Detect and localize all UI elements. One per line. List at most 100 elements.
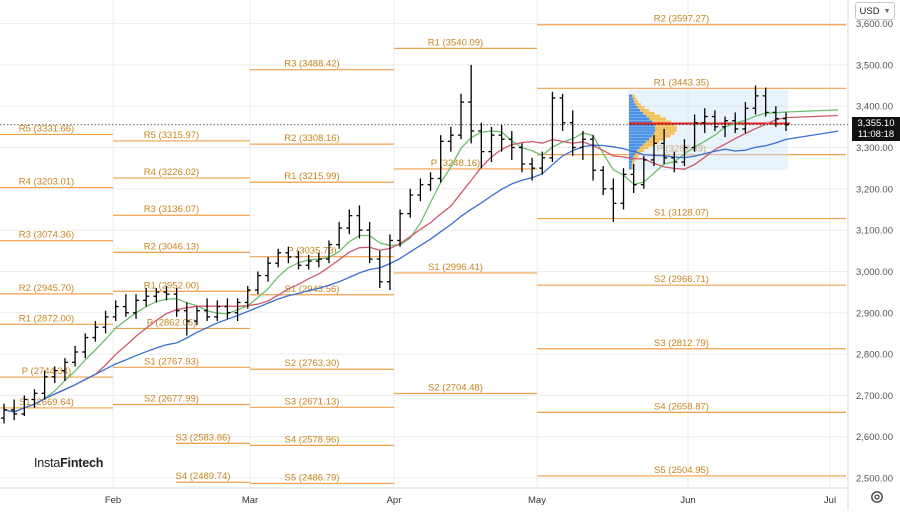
x-tick-label: Mar bbox=[242, 495, 258, 506]
volume-profile-bar bbox=[651, 134, 671, 138]
ohlc-bar bbox=[224, 298, 231, 319]
ohlc-bar bbox=[193, 306, 200, 326]
ohlc-bar bbox=[31, 389, 38, 408]
volume-profile-bar bbox=[629, 126, 656, 129]
ohlc-bar bbox=[356, 205, 363, 239]
y-tick-label: 2,800.00 bbox=[856, 350, 893, 361]
ohlc-bar bbox=[590, 135, 597, 181]
ohlc-bar bbox=[752, 85, 759, 115]
ohlc-bar bbox=[21, 395, 28, 417]
pivot-label-apr-p: P (3248.16) bbox=[431, 158, 480, 169]
ohlc-bar bbox=[600, 166, 607, 196]
pivot-label-mar-r1: R1 (3215.99) bbox=[284, 171, 339, 182]
price-bars bbox=[1, 64, 789, 424]
chevron-down-icon: ▼ bbox=[883, 7, 891, 15]
ohlc-bar bbox=[386, 234, 393, 291]
ohlc-bar bbox=[397, 209, 404, 247]
x-tick-label: Jun bbox=[680, 495, 695, 506]
ohlc-bar bbox=[1, 403, 7, 424]
currency-label: USD bbox=[859, 5, 880, 17]
pivot-label-mar-s4: S4 (2578.96) bbox=[285, 434, 340, 445]
y-tick-label: 3,600.00 bbox=[856, 19, 893, 30]
volume-profile-bar bbox=[629, 152, 636, 155]
pivot-label-may-s3: S3 (2812.79) bbox=[654, 338, 709, 349]
ohlc-bar bbox=[163, 285, 170, 301]
pivot-label-jan-p: P (2744.34) bbox=[22, 366, 71, 377]
ohlc-bar bbox=[722, 116, 729, 138]
volume-profile bbox=[628, 89, 790, 171]
pivot-levels: R5 (3331.66) R4 (3203.01) R3 (3074.36) R2 (… bbox=[0, 14, 846, 485]
pivot-label-feb-p: P (2862.06) bbox=[147, 317, 196, 328]
ohlc-bar bbox=[407, 188, 414, 218]
volume-profile-bar bbox=[639, 146, 649, 150]
volume-profile-bar bbox=[629, 132, 654, 135]
x-tick-label: Apr bbox=[387, 495, 402, 506]
pivot-label-may-s4: S4 (2658.87) bbox=[654, 401, 709, 412]
ohlc-bar bbox=[376, 250, 383, 288]
ohlc-bar bbox=[488, 126, 495, 162]
volume-profile-bar bbox=[629, 134, 652, 138]
pivot-label-feb-s4: S4 (2489.74) bbox=[176, 471, 231, 482]
ohlc-bar bbox=[122, 294, 129, 317]
ohlc-bar bbox=[102, 310, 109, 334]
pivot-label-feb-s1: S1 (2767.93) bbox=[144, 356, 199, 367]
bar-countdown: 11:08:18 bbox=[857, 129, 895, 140]
ohlc-bar bbox=[41, 370, 48, 400]
ohlc-bar bbox=[82, 333, 89, 359]
ohlc-bar bbox=[549, 91, 556, 162]
pivot-label-feb-s2: S2 (2677.99) bbox=[144, 393, 199, 404]
ohlc-bar bbox=[478, 122, 485, 169]
volume-profile-bar bbox=[640, 108, 650, 112]
x-tick-label: May bbox=[528, 495, 546, 506]
volume-profile-bar bbox=[645, 140, 660, 144]
volume-profile-bar bbox=[629, 111, 644, 115]
ohlc-bar bbox=[458, 93, 465, 140]
pivot-label-feb-s3: S3 (2583.86) bbox=[176, 432, 231, 443]
volume-profile-bar bbox=[629, 120, 653, 124]
volume-profile-bar bbox=[632, 94, 635, 98]
y-tick-label: 3,100.00 bbox=[856, 226, 893, 237]
pivot-label-mar-s3: S3 (2671.13) bbox=[285, 396, 340, 407]
ohlc-bar bbox=[508, 130, 515, 160]
volume-profile-bar bbox=[629, 114, 647, 118]
pivot-label-feb-r2: R2 (3046.13) bbox=[144, 241, 199, 252]
pivot-label-jan-r4: R4 (3203.01) bbox=[19, 177, 74, 188]
volume-profile-bar bbox=[629, 160, 633, 164]
ohlc-bar bbox=[610, 178, 617, 222]
volume-profile-bar bbox=[642, 143, 654, 147]
pivot-label-apr-r1: R1 (3540.09) bbox=[428, 37, 483, 48]
pivot-label-may-s5: S5 (2504.95) bbox=[654, 465, 709, 476]
ohlc-bar bbox=[112, 300, 119, 322]
x-tick-label: Jul bbox=[824, 495, 836, 506]
volume-profile-bar bbox=[629, 143, 643, 147]
y-tick-label: 2,900.00 bbox=[856, 308, 893, 319]
x-tick-label: Feb bbox=[105, 495, 121, 506]
current-price-badge: 3,355.10 11:08:18 bbox=[852, 117, 900, 141]
ohlc-bar bbox=[336, 221, 343, 249]
pivot-label-mar-s5: S5 (2486.79) bbox=[285, 472, 340, 483]
pivot-label-jan-r2: R2 (2945.70) bbox=[19, 283, 74, 294]
volume-profile-bar bbox=[629, 103, 636, 106]
volume-profile-bar bbox=[637, 149, 644, 153]
ohlc-bar bbox=[275, 248, 282, 268]
volume-profile-bar bbox=[629, 158, 633, 161]
volume-profile-bar bbox=[655, 126, 677, 129]
ohlc-bar bbox=[437, 135, 444, 183]
ohlc-bar bbox=[417, 178, 424, 202]
pivot-label-mar-p: P (3035.73) bbox=[287, 246, 336, 257]
ohlc-bar bbox=[366, 221, 373, 264]
volume-profile-bar bbox=[632, 97, 637, 100]
settings-gear-icon[interactable] bbox=[868, 488, 886, 506]
ohlc-bar bbox=[579, 130, 586, 160]
currency-selector[interactable]: USD ▼ bbox=[855, 2, 895, 20]
volume-profile-bar bbox=[629, 97, 633, 100]
ohlc-bar bbox=[295, 250, 302, 270]
volume-profile-bar bbox=[629, 94, 633, 98]
volume-profile-bar bbox=[629, 146, 640, 150]
ohlc-bar bbox=[661, 128, 668, 165]
ohlc-bar bbox=[640, 155, 647, 189]
ohlc-bar bbox=[498, 124, 505, 152]
instafintech-logo: InstaFintech bbox=[34, 456, 104, 470]
